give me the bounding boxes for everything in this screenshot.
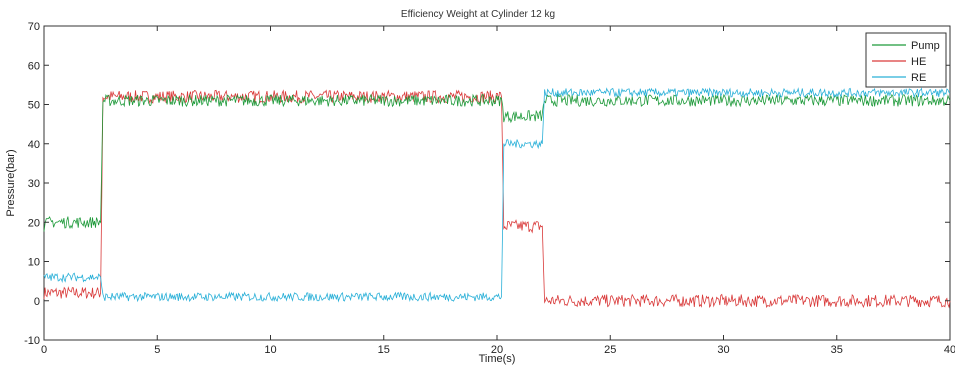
x-tick-label: 25 [604, 344, 616, 356]
y-tick-label: 30 [28, 178, 40, 190]
series-line-re [43, 87, 951, 303]
x-tick-label: 0 [41, 344, 47, 356]
plot-area [43, 25, 951, 341]
legend-label-re: RE [911, 72, 926, 84]
y-tick-label: 50 [28, 100, 40, 112]
y-tick-label: -10 [24, 335, 40, 347]
series-line-pump [43, 93, 951, 232]
y-tick-label: 20 [28, 217, 40, 229]
y-tick-label: 60 [28, 60, 40, 72]
series-layer [43, 87, 951, 309]
legend-label-pump: Pump [911, 40, 940, 52]
series-line-he [43, 89, 951, 309]
x-tick-label: 10 [264, 344, 276, 356]
chart-title: Efficiency Weight at Cylinder 12 kg [401, 9, 555, 20]
x-tick-label: 5 [154, 344, 160, 356]
y-tick-label: 0 [34, 296, 40, 308]
legend-box [865, 32, 947, 88]
x-tick-label: 35 [831, 344, 843, 356]
x-tick-label: 20 [491, 344, 503, 356]
legend: Pump HE RE [865, 32, 947, 88]
y-tick-label: 70 [28, 21, 40, 33]
y-tick-label: 40 [28, 139, 40, 151]
x-tick-label: 40 [944, 344, 955, 356]
y-axis-label: Pressure(bar) [5, 149, 17, 216]
x-axis-label: Time(s) [479, 353, 516, 365]
x-tick-label: 30 [717, 344, 729, 356]
x-tick-label: 15 [378, 344, 390, 356]
legend-label-he: HE [911, 56, 926, 68]
y-tick-label: 10 [28, 257, 40, 269]
